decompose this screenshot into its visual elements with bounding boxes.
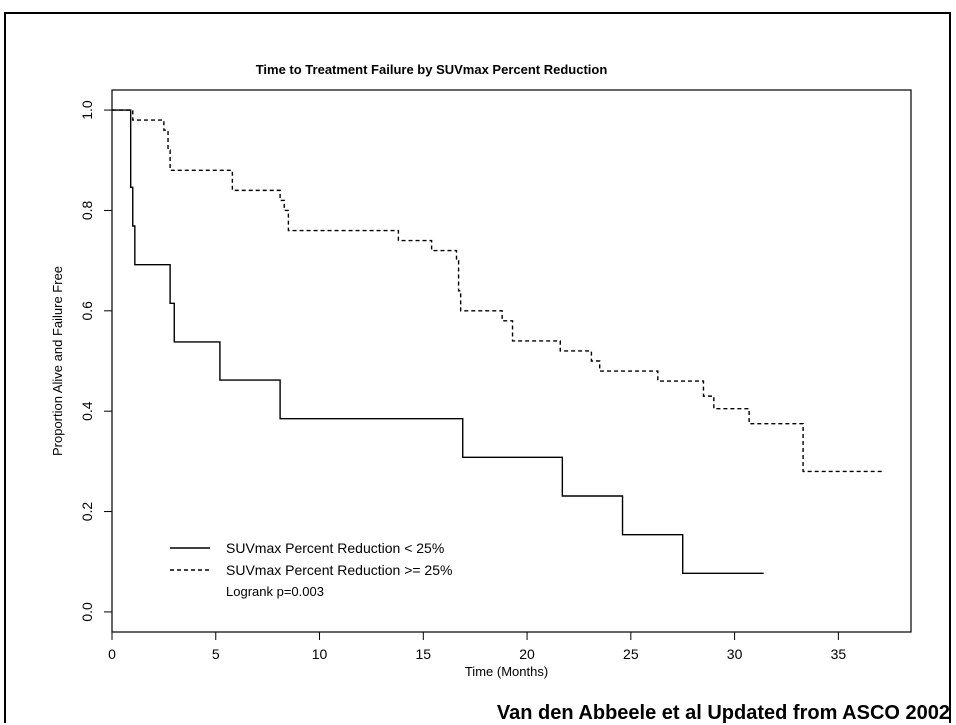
km-curve-solid [112,110,764,573]
y-tick-label: 0.2 [79,502,95,522]
legend-entry: SUVmax Percent Reduction >= 25% [226,562,452,578]
y-tick-label: 0.4 [79,401,95,421]
km-curve-dashed [112,110,882,471]
x-tick-label: 25 [623,646,639,662]
y-tick-label: 0.8 [79,201,95,221]
logrank-annotation: Logrank p=0.003 [226,584,324,599]
y-axis-label: Proportion Alive and Failure Free [50,266,65,456]
x-tick-label: 0 [108,646,116,662]
source-credit: Van den Abbeele et al Updated from ASCO … [497,702,950,725]
x-tick-label: 30 [727,646,743,662]
y-tick-label: 1.0 [79,100,95,120]
y-tick-label: 0.6 [79,301,95,321]
x-tick-label: 5 [212,646,220,662]
x-tick-label: 20 [519,646,535,662]
x-tick-label: 15 [416,646,432,662]
y-tick-label: 0.0 [79,602,95,622]
legend-entry: SUVmax Percent Reduction < 25% [226,540,444,556]
x-tick-label: 10 [312,646,328,662]
chart-title: Time to Treatment Failure by SUVmax Perc… [256,62,608,77]
x-axis-label: Time (Months) [465,664,548,679]
x-tick-label: 35 [831,646,847,662]
